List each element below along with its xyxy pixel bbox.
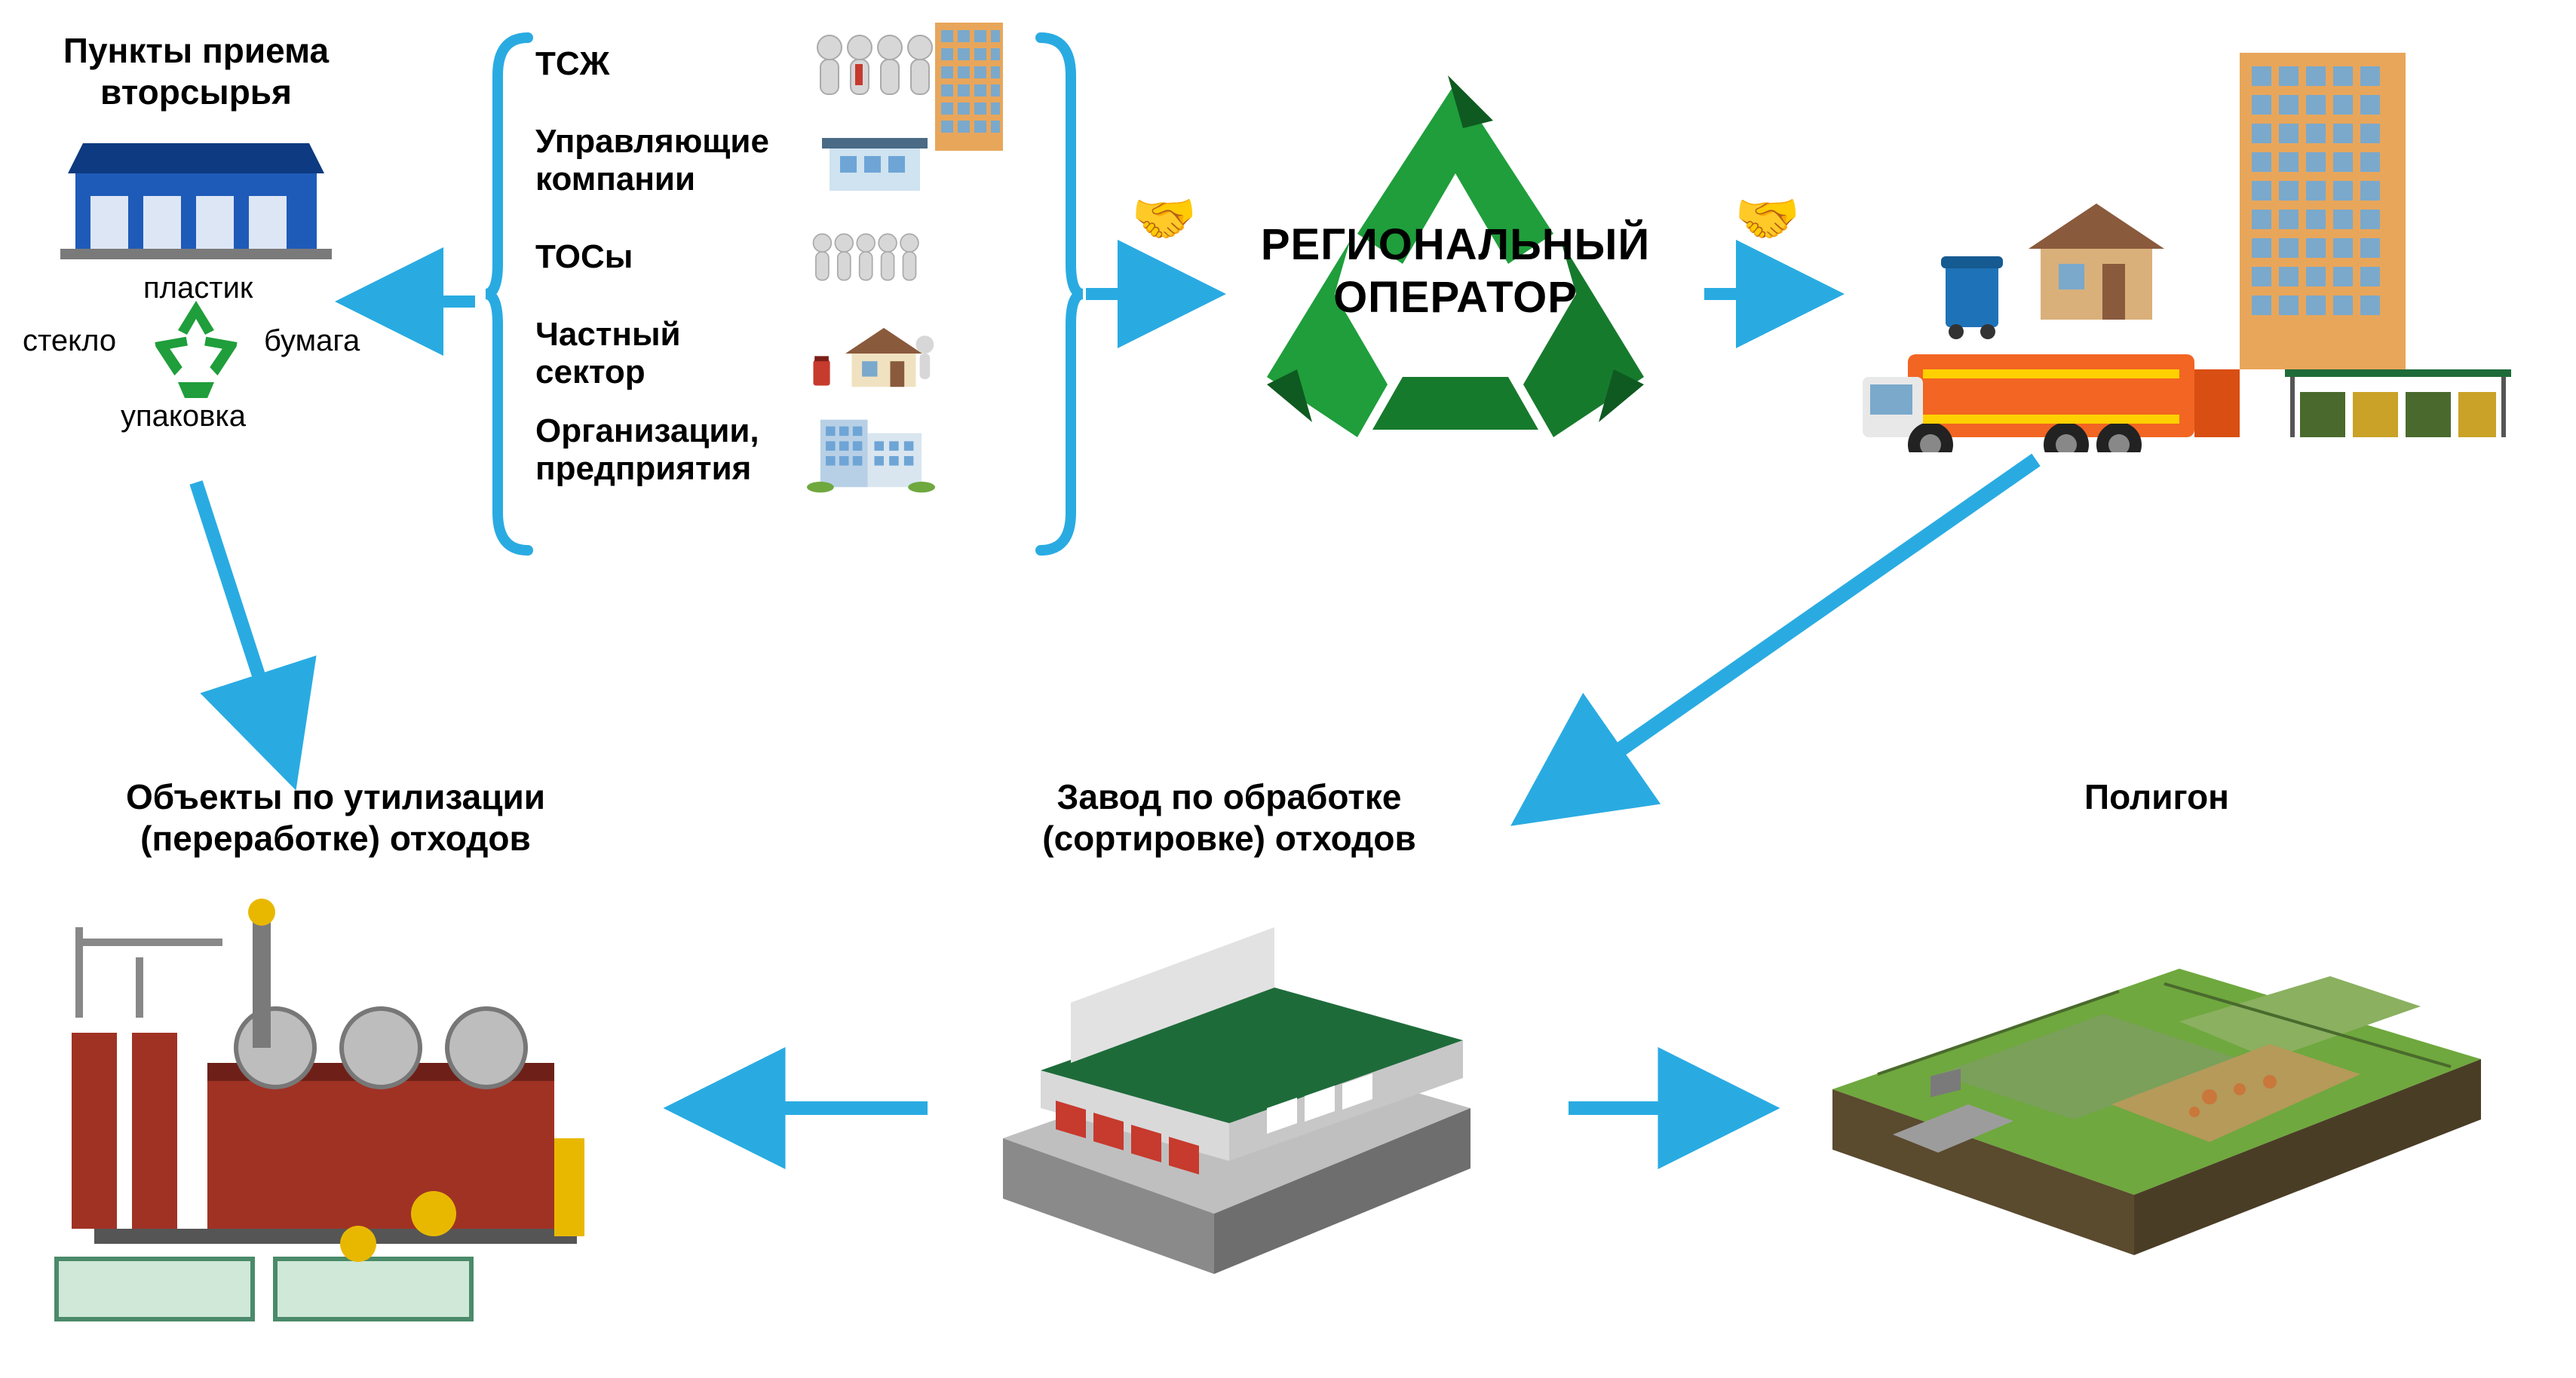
source-item-tos: ТОСы [535, 216, 1018, 299]
source-label: ТСЖ [535, 45, 784, 83]
source-label: ТОСы [535, 238, 784, 276]
office-small-icon [807, 119, 935, 202]
bracket-left [483, 30, 535, 558]
warehouse-icon [23, 128, 370, 264]
plant-icon [23, 882, 649, 1334]
landfill-icon [1780, 848, 2534, 1270]
arrow-recycle-to-util [196, 482, 287, 761]
recycle-small-icon [140, 294, 253, 407]
operator-title-1: РЕГИОНАЛЬНЫЙ [1222, 219, 1689, 271]
bracket-right [1033, 30, 1086, 558]
house-icon [807, 312, 935, 395]
node-sorting-plant: Завод по обработке (сортировке) отходов [943, 776, 1516, 1289]
node-collection-cluster [1832, 45, 2526, 452]
node-recycling-point: Пункты приема вторсырья пластик стекло б… [23, 30, 370, 445]
sorting-title: Завод по обработке (сортировке) отходов [943, 776, 1516, 859]
node-landfill: Полигон [1780, 776, 2534, 1270]
landfill-title: Полигон [1780, 776, 2534, 818]
recycle-big-icon: РЕГИОНАЛЬНЫЙ ОПЕРАТОР [1222, 53, 1689, 475]
arrow-cluster-to-sort [1538, 460, 2036, 807]
office-big-icon [807, 409, 935, 491]
operator-title-2: ОПЕРАТОР [1222, 271, 1689, 324]
handshake-icon: 🤝 [1734, 188, 1800, 250]
sorting-plant-icon [943, 882, 1516, 1289]
source-label: Организации, предприятия [535, 412, 784, 488]
handshake-icon: 🤝 [1131, 188, 1197, 250]
source-item-orgs: Организации, предприятия [535, 409, 1018, 491]
source-item-private: Частный сектор [535, 312, 1018, 395]
source-label: Частный сектор [535, 316, 784, 391]
highrise-icon [920, 15, 1018, 162]
mat-paper: бумага [264, 324, 360, 358]
node-sources: ТСЖ Управляющие компании [535, 23, 1018, 491]
source-label: Управляющие компании [535, 123, 784, 198]
node-utilization: Объекты по утилизации (переработке) отхо… [23, 776, 649, 1334]
node-regional-operator: РЕГИОНАЛЬНЫЙ ОПЕРАТОР [1222, 53, 1689, 475]
people-icon [807, 216, 935, 299]
utilization-title: Объекты по утилизации (переработке) отхо… [23, 776, 649, 859]
people-icon [807, 23, 935, 106]
mat-glass: стекло [23, 324, 116, 358]
recycling-point-title: Пункты приема вторсырья [23, 30, 370, 113]
